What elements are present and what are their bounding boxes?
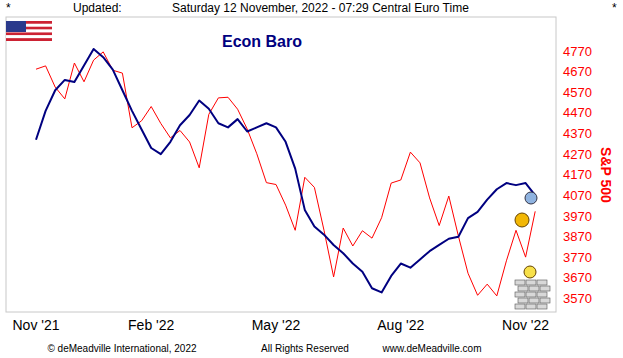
y-tick-label: 4570 [563, 85, 592, 100]
wall-brick [526, 292, 536, 297]
series-line [36, 49, 535, 292]
x-tick-label: Feb '22 [128, 317, 174, 333]
wall-brick [526, 280, 536, 285]
footer-text: © deMeadville International, 2022 [47, 343, 197, 354]
x-tick-label: Nov '21 [12, 317, 59, 333]
emoticon [524, 266, 536, 278]
wall-brick [537, 280, 547, 285]
flag-stripe [6, 35, 52, 38]
y-tick-label: 4070 [563, 188, 592, 203]
y-tick-label: 4470 [563, 105, 592, 120]
title: Econ Baro [222, 33, 302, 50]
wall-brick [540, 286, 550, 291]
y-tick-label: 4670 [563, 64, 592, 79]
y-tick-label: 3770 [563, 250, 592, 265]
y-tick-label: 3970 [563, 209, 592, 224]
background [0, 0, 623, 358]
y-tick-label: 4170 [563, 167, 592, 182]
wall-brick [529, 298, 539, 303]
wall-brick [537, 292, 547, 297]
lines [36, 49, 535, 296]
y-tick-label: 4270 [563, 147, 592, 162]
y-axis-label: S&P 500 [598, 147, 614, 203]
flag [6, 21, 52, 41]
flag-canton [6, 21, 26, 32]
flag-stripe [6, 32, 52, 35]
y-tick-label: 3670 [563, 270, 592, 285]
x-tick-label: Aug '22 [377, 317, 424, 333]
plot-frame [6, 17, 556, 312]
wall-brick [529, 286, 539, 291]
series-line [36, 52, 535, 296]
y-tick-label: 3570 [563, 291, 592, 306]
wall-brick [537, 304, 547, 309]
header-text: * [612, 1, 617, 15]
wall-brick [515, 292, 525, 297]
header-text: Saturday 12 November, 2022 - 07:29 Centr… [172, 1, 469, 15]
x-tick-label: Nov '22 [502, 317, 549, 333]
header-text: Updated: [73, 1, 122, 15]
footer-text: All Rights Reserved [261, 343, 349, 354]
wall-brick [515, 304, 525, 309]
emoticon [515, 213, 529, 227]
x-tick-label: May '22 [252, 317, 301, 333]
wall-brick [518, 298, 528, 303]
wall-brick [540, 298, 550, 303]
footer-text: www.deMeadville.com [382, 343, 482, 354]
y-tick-label: 4770 [563, 44, 592, 59]
wall-brick [526, 304, 536, 309]
wall-brick [518, 286, 528, 291]
y-tick-label: 3870 [563, 229, 592, 244]
header-text: * [6, 1, 11, 15]
y-tick-label: 4370 [563, 126, 592, 141]
flag-stripe [6, 38, 52, 41]
decoration [515, 192, 550, 309]
wall-brick [515, 280, 525, 285]
chart: * Updated: Saturday 12 November, 2022 - 07… [0, 0, 623, 358]
emoticon [525, 192, 537, 204]
